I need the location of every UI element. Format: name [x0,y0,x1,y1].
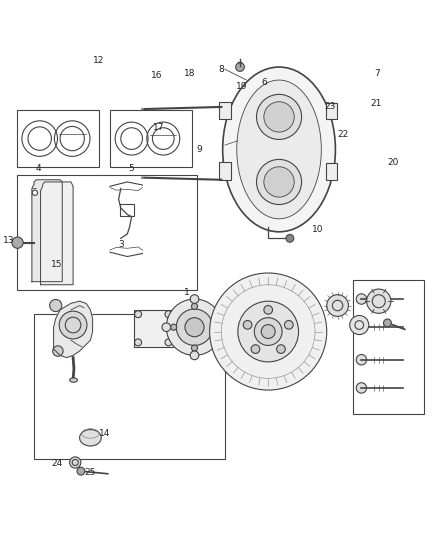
Bar [219,163,231,180]
Text: 23: 23 [325,102,336,110]
Circle shape [264,102,294,132]
Ellipse shape [70,378,78,382]
Polygon shape [32,180,62,281]
Circle shape [191,303,198,310]
Ellipse shape [237,80,321,219]
Bar [110,110,192,167]
Text: 1: 1 [184,288,189,297]
Bar [326,102,337,119]
Circle shape [350,316,369,335]
Text: 14: 14 [99,429,110,438]
Circle shape [32,190,38,196]
Circle shape [165,311,172,318]
Bar [17,175,197,290]
Circle shape [77,467,85,475]
Circle shape [367,289,391,313]
Circle shape [257,94,302,140]
Text: 22: 22 [338,130,349,139]
Circle shape [285,320,293,329]
Circle shape [12,237,23,248]
Circle shape [286,235,294,242]
Circle shape [49,300,62,312]
Circle shape [166,299,223,356]
Ellipse shape [80,430,101,446]
Circle shape [277,345,285,353]
Circle shape [210,273,327,390]
Text: 5: 5 [129,165,134,173]
Circle shape [356,322,367,333]
Circle shape [171,324,177,330]
Circle shape [356,383,367,393]
Text: 24: 24 [51,459,62,469]
Polygon shape [53,301,92,358]
Circle shape [191,345,198,351]
Circle shape [264,305,272,314]
Circle shape [257,159,302,205]
Polygon shape [41,182,73,285]
Text: 18: 18 [184,69,195,78]
Text: 19: 19 [236,82,247,91]
Circle shape [264,167,294,197]
Text: 25: 25 [84,468,95,477]
Text: 3: 3 [119,240,124,249]
Bar [353,279,424,414]
Bar [17,110,99,167]
Bar [134,310,173,346]
Bar [326,163,337,180]
Text: 7: 7 [374,69,379,78]
Text: 17: 17 [153,123,165,132]
Text: 12: 12 [93,56,105,65]
Text: 6: 6 [261,78,268,87]
Circle shape [190,295,199,303]
Text: 15: 15 [51,260,62,269]
Circle shape [238,301,299,362]
Circle shape [356,354,367,365]
Text: 16: 16 [151,71,162,80]
Bar [219,102,231,119]
Circle shape [70,457,81,468]
Text: 21: 21 [370,99,381,108]
Circle shape [162,323,171,332]
Circle shape [218,323,227,332]
Text: 13: 13 [3,236,14,245]
Circle shape [261,325,275,338]
Circle shape [384,319,391,327]
Circle shape [53,346,63,356]
Circle shape [190,351,199,360]
Circle shape [356,294,367,304]
Ellipse shape [223,67,336,232]
Circle shape [165,339,172,346]
Circle shape [251,345,260,353]
Text: 8: 8 [218,64,224,74]
Circle shape [327,295,348,317]
Circle shape [243,320,252,329]
Circle shape [212,324,218,330]
Text: 20: 20 [388,158,399,167]
Bar [34,314,225,459]
Circle shape [176,309,213,345]
Circle shape [254,318,282,345]
Circle shape [134,339,141,346]
Text: 9: 9 [197,145,202,154]
Bar [120,204,134,216]
Circle shape [236,63,244,71]
Text: 10: 10 [311,225,323,234]
Circle shape [185,318,204,337]
Circle shape [59,311,87,339]
Circle shape [134,311,141,318]
Text: 4: 4 [35,165,41,173]
